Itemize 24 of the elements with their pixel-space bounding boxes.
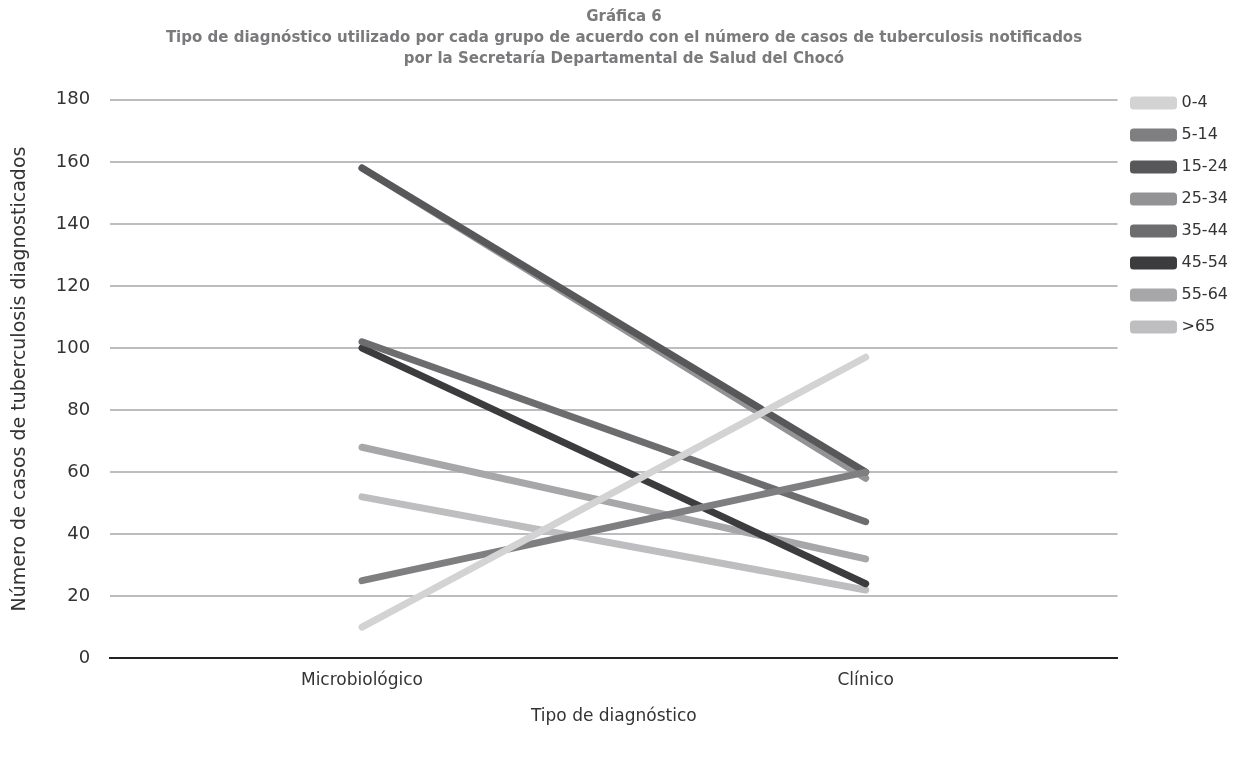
y-tick-label: 160 <box>55 149 91 171</box>
legend-label: >65 <box>1181 316 1216 336</box>
y-tick-label: 100 <box>55 335 91 357</box>
chart-title: Gráfica 6 <box>585 6 663 27</box>
y-tick-label: 60 <box>67 459 91 481</box>
legend-label: 55-64 <box>1181 284 1229 304</box>
x-tick-label: Microbiológico <box>300 668 424 689</box>
x-tick-label: Clínico <box>837 668 894 689</box>
y-tick-label: 40 <box>67 521 91 543</box>
y-tick-label: 180 <box>55 87 91 109</box>
y-tick-label: 140 <box>55 211 91 233</box>
chart-subtitle: Tipo de diagnóstico utilizado por cada grupo de acuerdo con el número de casos de tuberculosis notificados por la Secretaría Departamental de Salud del Chocó <box>164 27 1084 69</box>
y-tick-label: 120 <box>55 273 91 295</box>
legend-label: 0-4 <box>1181 92 1208 112</box>
y-tick-label: 0 <box>78 645 91 667</box>
legend-label: 15-24 <box>1181 156 1229 176</box>
y-axis-title: Número de casos de tuberculosis diagnosticados <box>7 146 30 612</box>
x-axis-title: Tipo de diagnóstico <box>529 705 697 726</box>
legend-label: 25-34 <box>1181 188 1229 208</box>
legend-label: 35-44 <box>1181 220 1229 240</box>
legend-label: 5-14 <box>1181 124 1218 144</box>
y-tick-label: 80 <box>67 397 91 419</box>
y-tick-label: 20 <box>67 583 91 605</box>
legend-label: 45-54 <box>1181 252 1229 272</box>
